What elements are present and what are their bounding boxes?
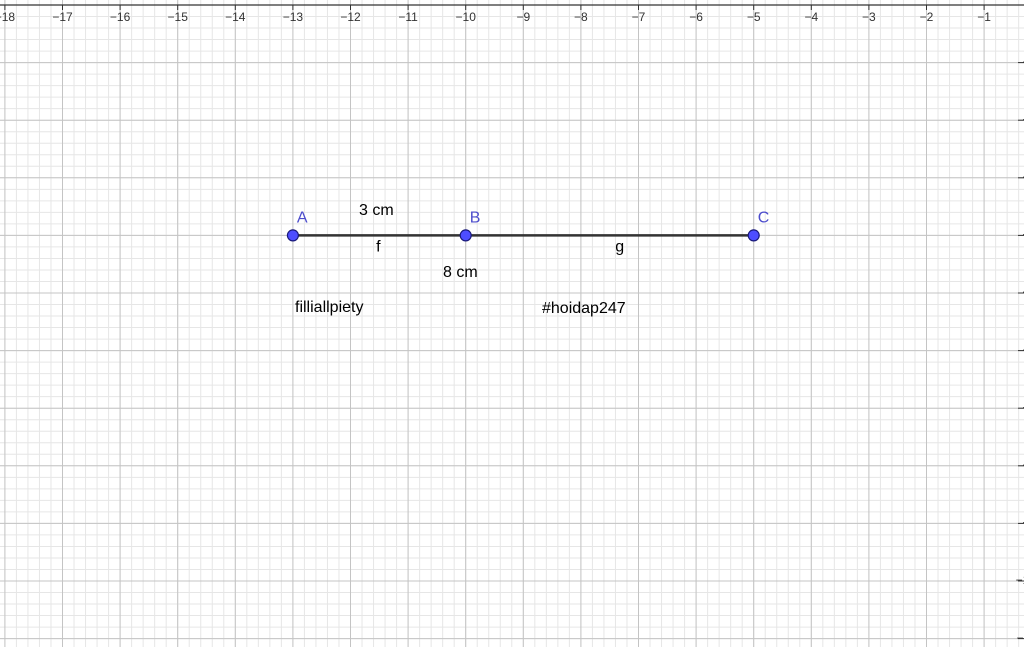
x-tick-label: −14 [225, 10, 246, 24]
point-label: C [758, 210, 770, 227]
segment-label: f [376, 239, 381, 256]
y-tick-label: −7 [1022, 400, 1024, 414]
y-tick-label: −3 [1022, 170, 1024, 184]
point [286, 229, 299, 242]
x-tick-label: −13 [283, 10, 304, 24]
x-tick-label: −3 [862, 10, 876, 24]
x-tick-label: −12 [340, 10, 361, 24]
point-label: A [297, 210, 308, 227]
y-tick-label: −4 [1022, 228, 1024, 242]
x-tick-label: −6 [689, 10, 703, 24]
y-tick-label: −5 [1022, 285, 1024, 299]
y-tick-label: −2 [1022, 112, 1024, 126]
segment-label: g [615, 239, 624, 256]
x-tick-label: −1 [977, 10, 991, 24]
y-tick-label: −10 [1016, 573, 1024, 587]
y-tick-label: −6 [1022, 343, 1024, 357]
y-tick-label: −8 [1022, 458, 1024, 472]
x-tick-label: −11 [398, 10, 418, 24]
x-tick-label: −9 [516, 10, 530, 24]
annotation: #hoidap247 [542, 300, 626, 317]
x-tick-label: −15 [168, 10, 189, 24]
point [747, 229, 760, 242]
x-tick-label: −16 [110, 10, 131, 24]
point-label: B [470, 210, 481, 227]
y-tick-label: −9 [1022, 516, 1024, 530]
point [459, 229, 472, 242]
x-tick-label: −5 [747, 10, 761, 24]
y-tick-label: −1 [1022, 55, 1024, 69]
x-tick-label: −8 [574, 10, 588, 24]
x-tick-label: −17 [52, 10, 73, 24]
annotation: filliallpiety [295, 299, 363, 316]
annotation: 8 cm [443, 264, 478, 281]
x-tick-label: −2 [920, 10, 934, 24]
x-tick-label: −18 [0, 10, 15, 24]
x-tick-label: −10 [456, 10, 477, 24]
x-tick-label: −4 [804, 10, 818, 24]
x-tick-label: −7 [632, 10, 646, 24]
y-tick-label: −11 [1017, 631, 1024, 645]
annotation: 3 cm [359, 202, 394, 219]
